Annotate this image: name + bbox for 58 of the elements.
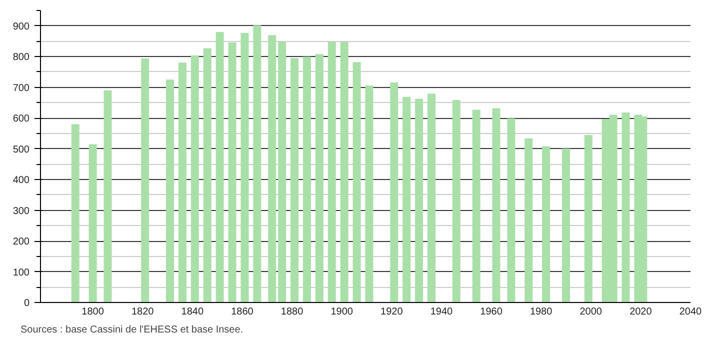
y-tick-label: 0 bbox=[24, 298, 30, 309]
bar bbox=[390, 82, 398, 302]
bar bbox=[166, 80, 174, 302]
y-tick-label: 200 bbox=[12, 236, 30, 248]
bar bbox=[240, 32, 249, 302]
y-tick-label: 300 bbox=[12, 206, 30, 217]
bar bbox=[328, 42, 336, 302]
source-note: Sources : base Cassini de l'EHESS et base Insee. bbox=[20, 324, 244, 336]
bar bbox=[253, 25, 262, 302]
bar bbox=[507, 118, 516, 302]
y-tick-label: 100 bbox=[12, 267, 30, 278]
y-tick-label: 500 bbox=[12, 144, 30, 156]
bar bbox=[562, 148, 570, 302]
x-tick-label: 1900 bbox=[330, 306, 354, 318]
bar bbox=[402, 96, 411, 302]
x-tick-label: 2000 bbox=[580, 306, 602, 318]
bar bbox=[71, 124, 80, 302]
bar bbox=[584, 134, 592, 302]
bar bbox=[278, 42, 286, 302]
bar bbox=[452, 100, 460, 302]
bar bbox=[428, 94, 436, 302]
bar bbox=[415, 98, 424, 302]
bar bbox=[524, 138, 533, 302]
bar bbox=[492, 108, 500, 302]
bar bbox=[268, 35, 276, 302]
bar bbox=[104, 90, 112, 302]
bar bbox=[542, 146, 550, 302]
x-tick-label: 1940 bbox=[430, 306, 454, 318]
bar bbox=[203, 48, 212, 302]
x-tick-label: 1860 bbox=[231, 306, 254, 318]
y-tick-label: 700 bbox=[12, 82, 30, 94]
bar bbox=[352, 62, 361, 302]
x-tick-label: 1800 bbox=[82, 306, 104, 318]
x-tick-label: 1840 bbox=[181, 306, 204, 318]
x-tick-label: 1920 bbox=[380, 306, 404, 318]
bar bbox=[472, 110, 480, 302]
y-tick-label: 600 bbox=[12, 114, 30, 125]
bar bbox=[228, 42, 236, 302]
bar bbox=[190, 55, 199, 302]
x-tick-label: 1960 bbox=[480, 306, 503, 318]
bar bbox=[290, 58, 299, 302]
bar bbox=[302, 56, 311, 302]
x-tick-label: 1980 bbox=[530, 306, 553, 318]
bar bbox=[141, 58, 150, 302]
x-tick-label: 2020 bbox=[630, 306, 652, 318]
bar bbox=[88, 144, 97, 302]
y-tick-label: 800 bbox=[12, 52, 30, 64]
bar bbox=[216, 32, 224, 302]
y-tick-label: 900 bbox=[12, 21, 30, 32]
x-tick-label: 2040 bbox=[679, 306, 702, 318]
bar bbox=[178, 62, 186, 302]
bar bbox=[315, 54, 324, 302]
x-tick-label: 1880 bbox=[280, 306, 304, 318]
y-tick-label: 400 bbox=[12, 175, 30, 186]
x-tick-label: 1820 bbox=[131, 306, 154, 318]
bar bbox=[622, 112, 630, 302]
bar bbox=[365, 86, 374, 302]
bar bbox=[340, 42, 348, 302]
